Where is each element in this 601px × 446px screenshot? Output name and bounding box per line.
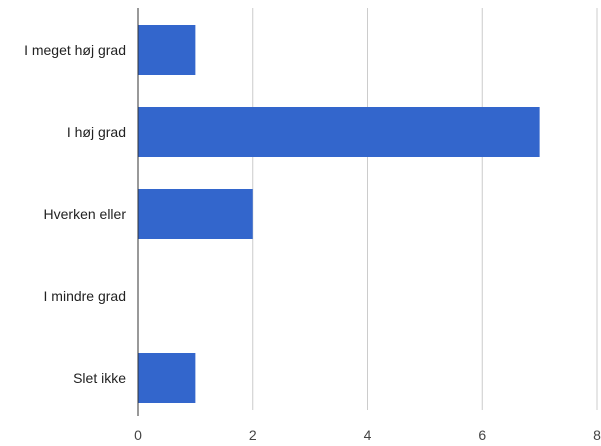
bar: [138, 107, 540, 157]
category-label-layer: I meget høj grad I høj grad Hverken eller I…: [24, 42, 126, 386]
x-tick-label: 6: [478, 427, 486, 443]
x-tick-label: 8: [593, 427, 601, 443]
grid-layer: [252, 8, 598, 410]
x-tick-label: 4: [364, 427, 372, 443]
x-tick-label: 2: [249, 427, 257, 443]
bar: [138, 189, 253, 239]
category-label: I mindre grad: [44, 288, 126, 304]
bar-layer: [138, 25, 540, 403]
x-tick-label: 0: [134, 427, 142, 443]
category-label: Hverken eller: [44, 206, 127, 222]
bar: [138, 353, 196, 403]
tick-label-layer: 0 2 4 6 8: [134, 427, 601, 443]
bar: [138, 25, 196, 75]
category-label: I meget høj grad: [24, 42, 126, 58]
category-label: I høj grad: [67, 124, 126, 140]
category-label: Slet ikke: [73, 370, 126, 386]
